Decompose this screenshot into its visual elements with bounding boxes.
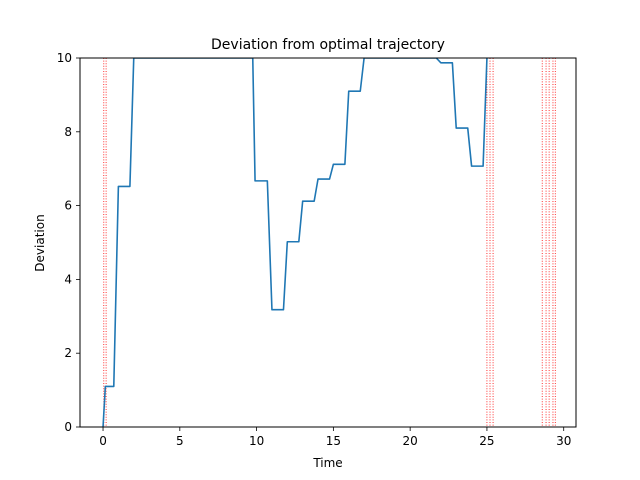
y-axis-ticks: 0 2 4 6 8 10 xyxy=(57,51,80,434)
event-marker-lines xyxy=(103,58,556,427)
y-tick-label: 2 xyxy=(64,346,72,360)
y-tick-label: 8 xyxy=(64,125,72,139)
y-tick-label: 10 xyxy=(57,51,72,65)
series-layer xyxy=(102,58,488,427)
x-tick-label: 5 xyxy=(176,434,184,448)
series-line-0 xyxy=(102,58,488,427)
x-axis-ticks: 0 5 10 15 20 25 30 xyxy=(99,427,571,448)
y-tick-label: 6 xyxy=(64,199,72,213)
x-tick-label: 25 xyxy=(479,434,494,448)
x-tick-label: 10 xyxy=(249,434,264,448)
y-axis-label: Deviation xyxy=(33,214,47,271)
y-tick-label: 0 xyxy=(64,420,72,434)
x-axis-label: Time xyxy=(312,456,342,470)
x-tick-label: 15 xyxy=(326,434,341,448)
x-tick-label: 20 xyxy=(403,434,418,448)
plot-area-frame xyxy=(79,57,577,428)
y-tick-label: 4 xyxy=(64,272,72,286)
x-tick-label: 0 xyxy=(99,434,107,448)
chart-title: Deviation from optimal trajectory xyxy=(211,37,445,53)
x-tick-label: 30 xyxy=(556,434,571,448)
